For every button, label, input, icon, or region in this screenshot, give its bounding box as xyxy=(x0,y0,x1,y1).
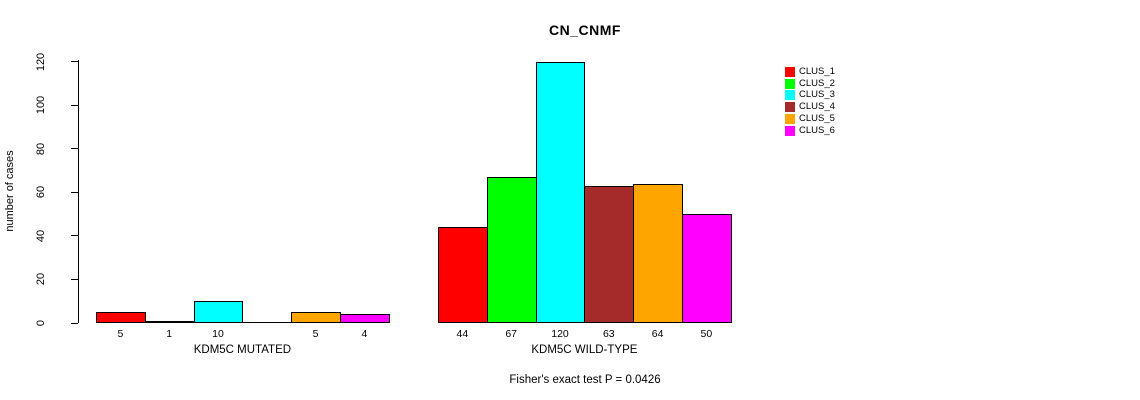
legend-item-label: CLUS_1 xyxy=(799,66,835,77)
bar xyxy=(193,301,244,323)
bar-value-label: 5 xyxy=(117,328,124,340)
legend-swatch xyxy=(785,67,795,77)
bar-value-label: 63 xyxy=(602,328,615,340)
y-axis-line xyxy=(78,60,79,323)
legend-item-label: CLUS_2 xyxy=(799,77,835,89)
y-axis-tick-label: 120 xyxy=(35,52,47,71)
legend-item-label: CLUS_3 xyxy=(799,89,835,101)
legend-swatch xyxy=(785,90,795,101)
bar xyxy=(291,312,341,323)
bar-value-label: 5 xyxy=(312,328,319,340)
y-axis-label: number of cases xyxy=(4,150,16,232)
y-axis-tick-label: 60 xyxy=(35,186,47,199)
y-axis-tick-label: 40 xyxy=(35,229,47,242)
y-axis-tick-label: 100 xyxy=(35,95,47,115)
chart-title: CN_CNMF xyxy=(549,22,621,38)
y-axis-tick-label: 0 xyxy=(35,319,47,327)
bar-value-label: 120 xyxy=(551,328,569,340)
legend-swatch xyxy=(785,102,795,113)
legend-item-label: CLUS_5 xyxy=(799,112,835,124)
y-axis-tick xyxy=(71,104,78,106)
y-axis-tick xyxy=(71,148,78,150)
bar xyxy=(438,227,488,323)
bar xyxy=(486,177,537,323)
bar xyxy=(535,62,586,323)
bar-value-label: 4 xyxy=(361,328,368,340)
x-group-label: KDM5C WILD-TYPE xyxy=(531,344,638,356)
y-axis-tick-label: 80 xyxy=(35,142,47,155)
legend-swatch xyxy=(785,78,795,89)
bar xyxy=(584,186,635,323)
y-axis-tick xyxy=(71,278,78,280)
legend-swatch xyxy=(785,125,795,136)
bar xyxy=(144,321,195,323)
bar-value-label: 50 xyxy=(700,328,713,340)
bar-value-label: 64 xyxy=(651,328,664,340)
legend-swatch xyxy=(785,113,795,124)
y-axis-tick xyxy=(71,235,78,237)
bar-value-label: 67 xyxy=(505,328,518,340)
y-axis-tick xyxy=(71,191,78,193)
bar xyxy=(96,312,146,323)
bar xyxy=(340,314,390,323)
y-axis-tick xyxy=(71,322,78,324)
bar-value-label: 10 xyxy=(212,328,224,340)
bar-value-label: 44 xyxy=(456,328,469,340)
legend-item-label: CLUS_6 xyxy=(799,124,835,136)
y-axis-tick xyxy=(71,61,78,63)
y-axis-tick-label: 20 xyxy=(35,273,47,286)
x-group-label: KDM5C MUTATED xyxy=(193,344,292,356)
bar-zero xyxy=(242,322,292,323)
bar-value-label: 1 xyxy=(166,328,173,340)
legend-item-label: CLUS_4 xyxy=(799,101,835,113)
bar xyxy=(682,214,732,323)
bar xyxy=(633,184,683,323)
fisher-test-text: Fisher's exact test P = 0.0426 xyxy=(509,374,661,386)
